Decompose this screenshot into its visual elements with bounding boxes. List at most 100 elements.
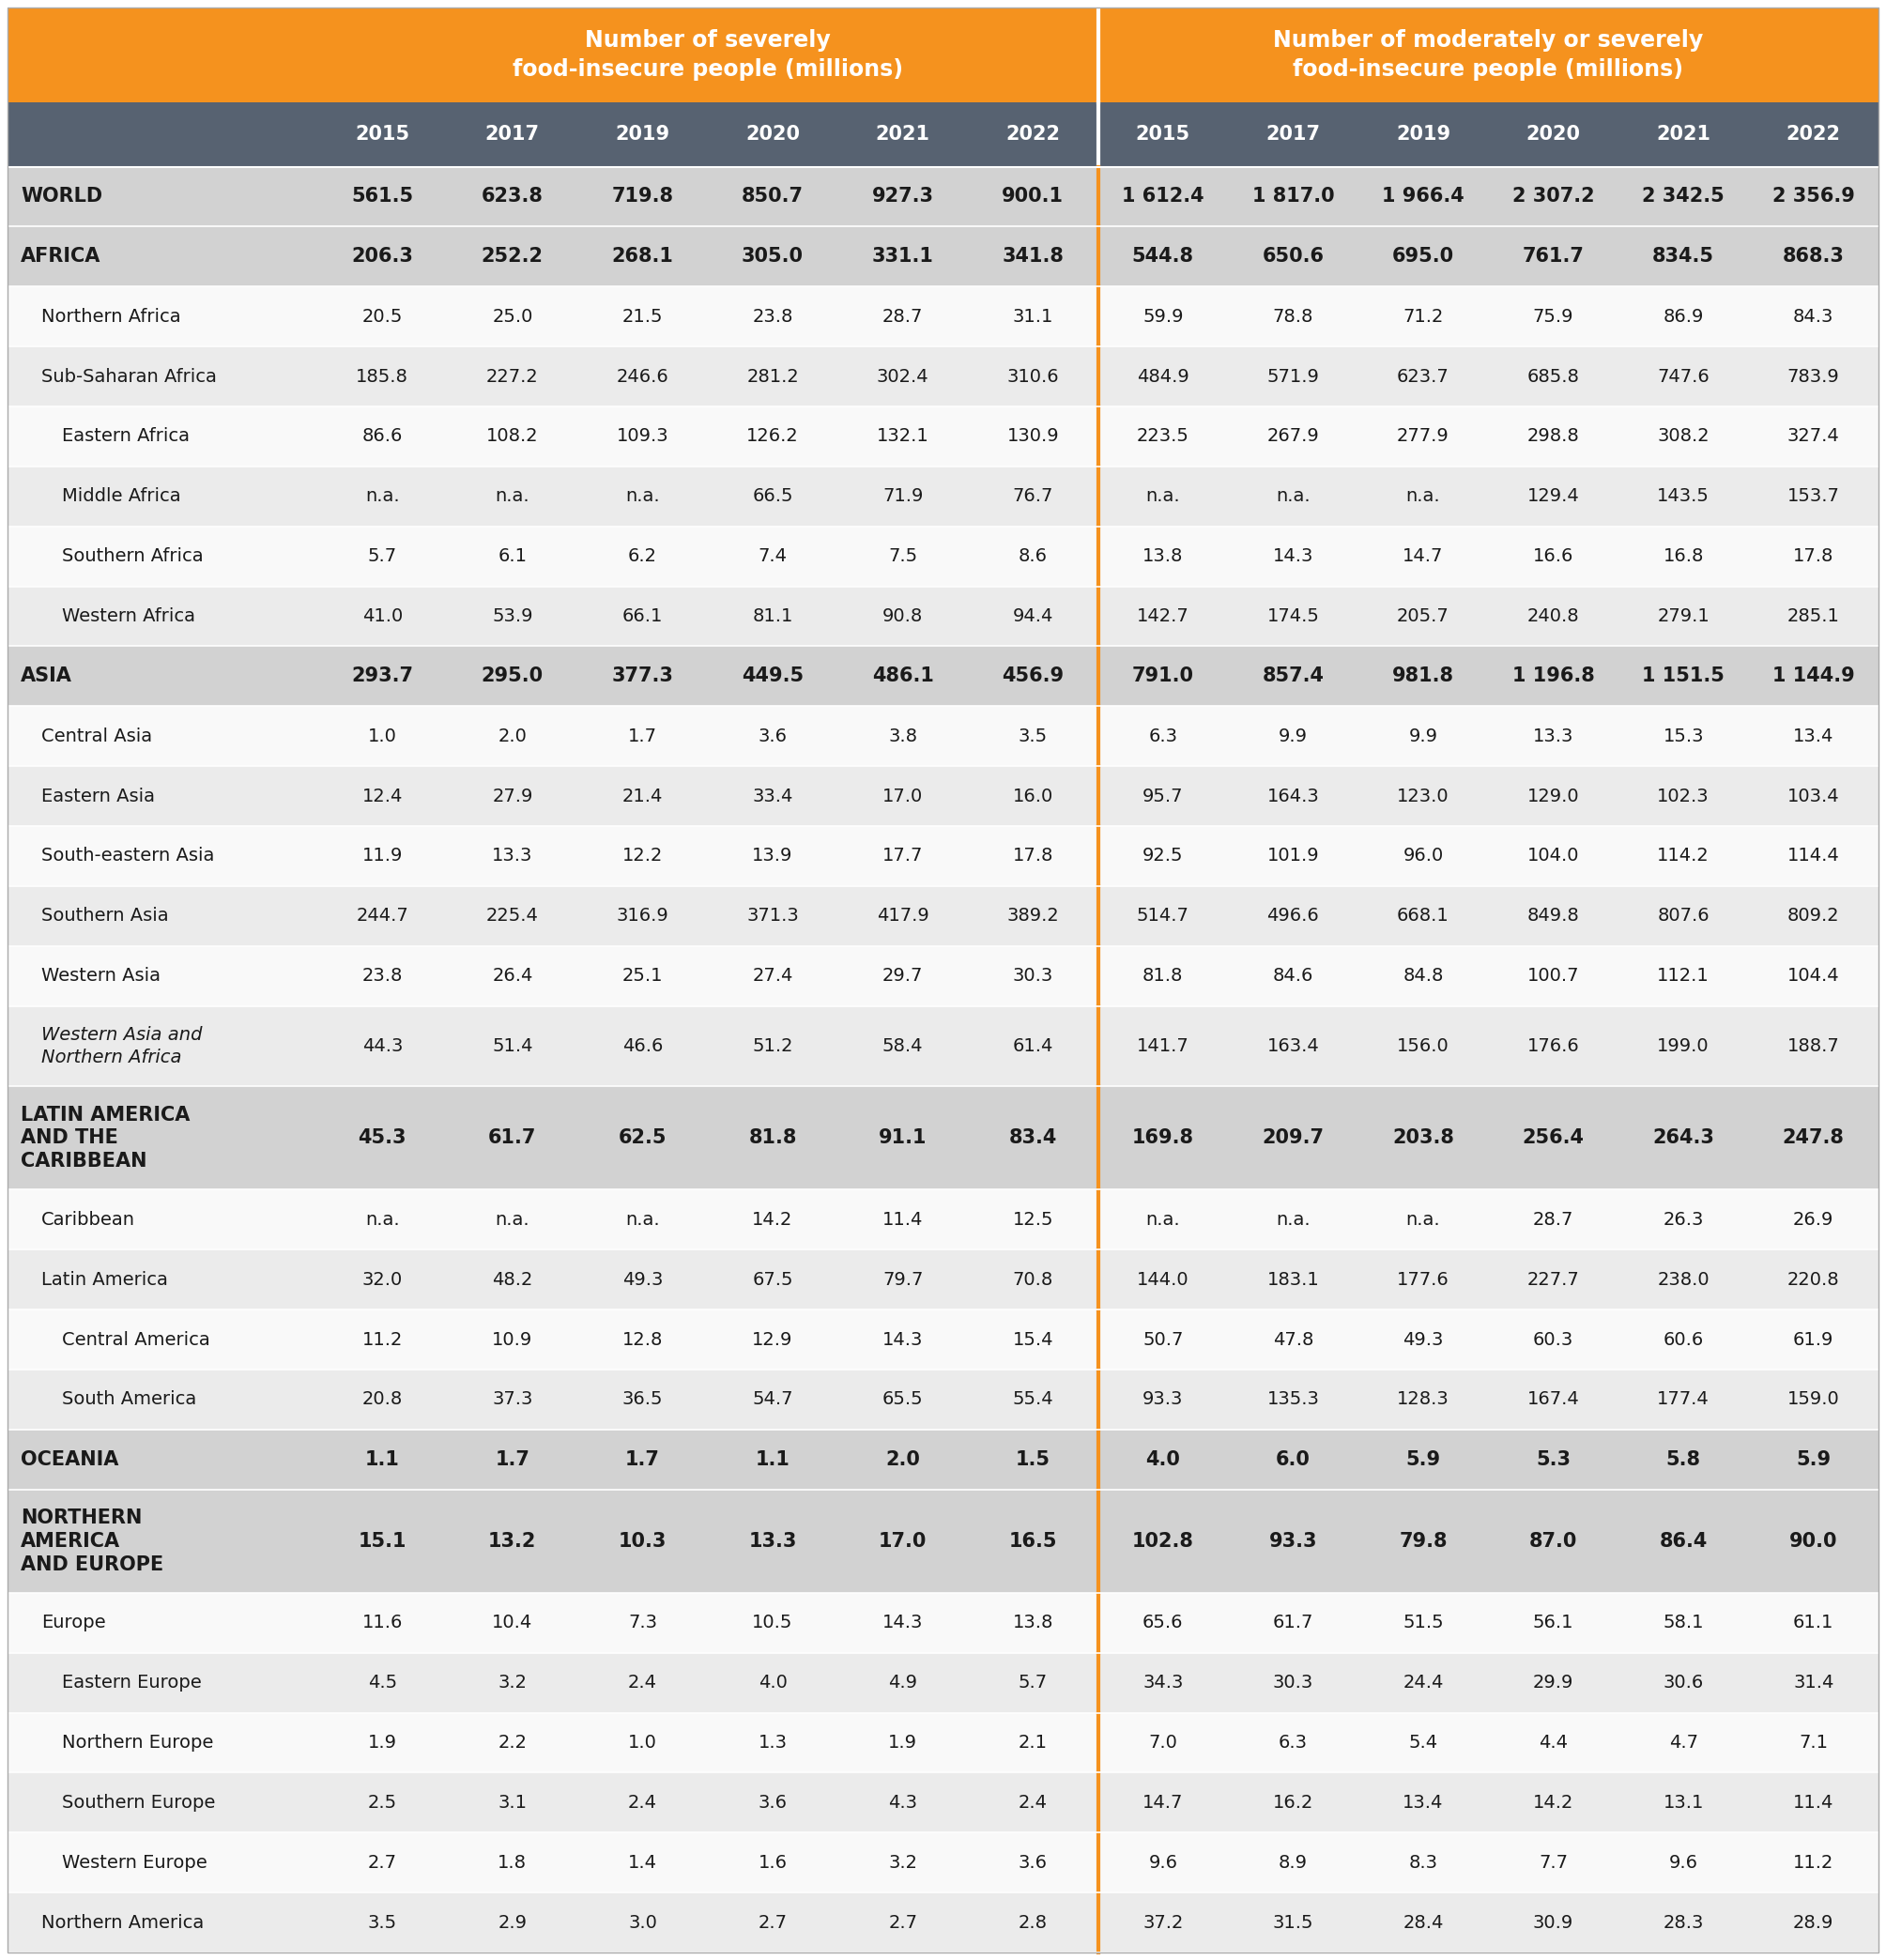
Bar <box>8 8 1878 102</box>
Text: 71.2: 71.2 <box>1403 308 1443 325</box>
Text: 11.4: 11.4 <box>1794 1793 1833 1811</box>
Text: 900.1: 900.1 <box>1001 188 1064 206</box>
Text: 5.9: 5.9 <box>1795 1450 1831 1468</box>
Text: 809.2: 809.2 <box>1788 907 1839 925</box>
Text: 695.0: 695.0 <box>1392 247 1454 267</box>
Text: Central Asia: Central Asia <box>41 727 153 745</box>
Text: 327.4: 327.4 <box>1788 427 1839 445</box>
Text: 90.8: 90.8 <box>883 608 922 625</box>
Text: 1 966.4: 1 966.4 <box>1382 188 1464 206</box>
Text: 15.1: 15.1 <box>358 1533 407 1550</box>
Bar <box>8 586 1878 647</box>
Text: 21.5: 21.5 <box>622 308 664 325</box>
Text: 14.3: 14.3 <box>883 1331 922 1348</box>
Text: 650.6: 650.6 <box>1262 247 1324 267</box>
Text: 153.7: 153.7 <box>1788 488 1839 506</box>
Text: 17.8: 17.8 <box>1794 547 1833 564</box>
Text: 13.8: 13.8 <box>1143 547 1183 564</box>
Text: 981.8: 981.8 <box>1392 666 1454 686</box>
Text: Northern America: Northern America <box>41 1913 204 1931</box>
Text: Western Asia and
Northern Africa: Western Asia and Northern Africa <box>41 1027 202 1066</box>
Text: 24.4: 24.4 <box>1403 1674 1443 1691</box>
Text: n.a.: n.a. <box>1147 1211 1181 1229</box>
Text: 561.5: 561.5 <box>351 188 413 206</box>
Text: 2020: 2020 <box>745 125 800 143</box>
Text: n.a.: n.a. <box>626 488 660 506</box>
Text: 8.3: 8.3 <box>1409 1854 1437 1872</box>
Text: 747.6: 747.6 <box>1658 368 1709 386</box>
Text: 6.1: 6.1 <box>498 547 526 564</box>
Text: 6.3: 6.3 <box>1149 727 1177 745</box>
Text: n.a.: n.a. <box>366 1211 400 1229</box>
Text: 1.4: 1.4 <box>628 1854 656 1872</box>
Text: 132.1: 132.1 <box>877 427 930 445</box>
Text: 13.3: 13.3 <box>492 847 534 864</box>
Text: 28.7: 28.7 <box>1533 1211 1573 1229</box>
Text: 28.4: 28.4 <box>1403 1913 1443 1931</box>
Text: 16.2: 16.2 <box>1273 1793 1313 1811</box>
Text: 719.8: 719.8 <box>611 188 673 206</box>
Text: 2.2: 2.2 <box>498 1735 526 1752</box>
Text: 62.5: 62.5 <box>619 1129 668 1147</box>
Text: 130.9: 130.9 <box>1007 427 1058 445</box>
Text: 12.8: 12.8 <box>622 1331 662 1348</box>
Text: 449.5: 449.5 <box>741 666 803 686</box>
Text: 123.0: 123.0 <box>1398 788 1448 806</box>
Text: 11.2: 11.2 <box>362 1331 404 1348</box>
Text: 7.5: 7.5 <box>888 547 917 564</box>
Text: 2020: 2020 <box>1526 125 1580 143</box>
Text: 16.0: 16.0 <box>1013 788 1052 806</box>
Text: 2015: 2015 <box>1135 125 1190 143</box>
Text: 87.0: 87.0 <box>1530 1533 1577 1550</box>
Text: 5.9: 5.9 <box>1405 1450 1441 1468</box>
Text: 13.4: 13.4 <box>1403 1793 1443 1811</box>
Text: 281.2: 281.2 <box>747 368 800 386</box>
Text: 67.5: 67.5 <box>753 1270 794 1288</box>
Text: 28.7: 28.7 <box>883 308 922 325</box>
Text: 199.0: 199.0 <box>1658 1037 1709 1054</box>
Text: 70.8: 70.8 <box>1013 1270 1052 1288</box>
Text: 11.9: 11.9 <box>362 847 404 864</box>
Text: 295.0: 295.0 <box>481 666 543 686</box>
Text: 108.2: 108.2 <box>487 427 539 445</box>
Text: 783.9: 783.9 <box>1788 368 1839 386</box>
Bar <box>8 102 1878 167</box>
Text: 277.9: 277.9 <box>1398 427 1448 445</box>
Text: ASIA: ASIA <box>21 666 72 686</box>
Text: n.a.: n.a. <box>1405 488 1441 506</box>
Text: 2.5: 2.5 <box>368 1793 396 1811</box>
Text: 417.9: 417.9 <box>877 907 930 925</box>
Text: 761.7: 761.7 <box>1522 247 1584 267</box>
Text: 9.9: 9.9 <box>1279 727 1307 745</box>
Text: 11.2: 11.2 <box>1794 1854 1833 1872</box>
Bar <box>8 1893 1878 1952</box>
Text: 209.7: 209.7 <box>1262 1129 1324 1147</box>
Bar <box>8 1593 1878 1652</box>
Text: 10.4: 10.4 <box>492 1613 532 1633</box>
Text: 90.0: 90.0 <box>1790 1533 1837 1550</box>
Text: 279.1: 279.1 <box>1658 608 1709 625</box>
Text: 514.7: 514.7 <box>1137 907 1190 925</box>
Text: Sub-Saharan Africa: Sub-Saharan Africa <box>41 368 217 386</box>
Bar <box>8 1309 1878 1370</box>
Text: 2022: 2022 <box>1005 125 1060 143</box>
Text: 267.9: 267.9 <box>1267 427 1318 445</box>
Text: 2.4: 2.4 <box>628 1674 656 1691</box>
Text: 3.6: 3.6 <box>758 727 786 745</box>
Text: 30.3: 30.3 <box>1013 966 1052 984</box>
Text: 28.3: 28.3 <box>1663 1913 1703 1931</box>
Text: Latin America: Latin America <box>41 1270 168 1288</box>
Text: 164.3: 164.3 <box>1267 788 1318 806</box>
Text: 141.7: 141.7 <box>1137 1037 1188 1054</box>
Text: 220.8: 220.8 <box>1788 1270 1839 1288</box>
Text: 83.4: 83.4 <box>1009 1129 1056 1147</box>
Text: Number of moderately or severely
food-insecure people (millions): Number of moderately or severely food-in… <box>1273 29 1703 80</box>
Text: 3.2: 3.2 <box>888 1854 917 1872</box>
Text: 2.4: 2.4 <box>628 1793 656 1811</box>
Text: 93.3: 93.3 <box>1269 1533 1316 1550</box>
Text: 13.2: 13.2 <box>488 1533 538 1550</box>
Text: 183.1: 183.1 <box>1267 1270 1318 1288</box>
Text: 29.9: 29.9 <box>1533 1674 1573 1691</box>
Bar <box>8 527 1878 586</box>
Text: 2019: 2019 <box>1396 125 1450 143</box>
